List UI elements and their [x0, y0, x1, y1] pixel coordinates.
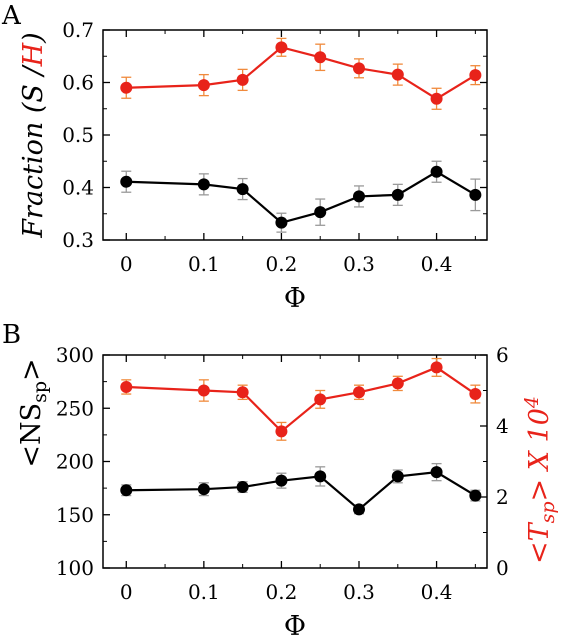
- panel-b-red-point: [430, 361, 443, 374]
- panel-b-ylabel: <NSsp>: [16, 358, 51, 467]
- panel-a-xtick-label: 0.3: [343, 252, 375, 276]
- panel-a-red-point: [197, 79, 210, 92]
- panel-b-ytick-label: 300: [56, 343, 94, 367]
- panel-a-ytick-label: 0.6: [62, 71, 94, 95]
- panel-b-black-point: [314, 470, 327, 483]
- panel-a-ytick-label: 0.3: [62, 228, 94, 252]
- panel-a-chart: 0 0.1 0.2 0.3 0.4 0.3 0.4 0.5 0.6 0.7 Φ: [62, 18, 488, 314]
- panel-b-y2label-sup: 4: [521, 396, 543, 409]
- panel-b-red-point: [314, 393, 327, 406]
- panel-a-ylabel-s: S: [18, 84, 49, 103]
- panel-a-red-point: [236, 73, 249, 86]
- panel-b-red-point: [197, 384, 210, 397]
- panel-b-red-point: [275, 425, 288, 438]
- panel-a-black-point: [391, 188, 404, 201]
- panel-b-y2tick-label: 4: [496, 414, 509, 438]
- panel-a-ytick-label: 0.7: [62, 18, 94, 42]
- panel-b-ylabel-sub: sp: [29, 381, 51, 403]
- panel-b-y2tick-label: 2: [496, 485, 509, 509]
- panel-a-ytick-label: 0.4: [62, 176, 94, 200]
- panel-b-red-point: [353, 386, 365, 399]
- panel-a-black-point: [314, 206, 327, 219]
- panel-b-y2tick-label: 0: [496, 556, 509, 580]
- panel-b-ylabel-close: >: [16, 358, 47, 381]
- panel-b-black-point: [197, 483, 210, 496]
- panel-b-ytick-label: 150: [56, 503, 94, 527]
- panel-a-xlabel: Φ: [284, 283, 306, 314]
- panel-b-chart: 0 0.1 0.2 0.3 0.4 100 150 200 250 300 0 2 4 6 Φ: [56, 343, 509, 642]
- panel-a-black-point: [275, 216, 288, 229]
- panel-a-red-line: [126, 46, 476, 101]
- panel-b-label: B: [2, 320, 21, 350]
- panel-b-red-point: [391, 377, 404, 390]
- panel-b-xtick-label: 0.1: [188, 580, 220, 604]
- panel-b-red-point: [120, 380, 133, 393]
- panel-a-black-point: [120, 175, 133, 188]
- panel-b-y2label: <Tsp> X 104: [521, 396, 559, 564]
- panel-b-red-line: [126, 366, 476, 433]
- panel-b-ytick-label: 250: [56, 396, 94, 420]
- panel-a-frame: [102, 29, 488, 241]
- panel-a-red-point: [469, 69, 482, 82]
- panel-a-black-line: [126, 170, 476, 224]
- panel-a-ylabel-suffix: ): [18, 32, 49, 44]
- panel-b-red-point: [236, 386, 249, 399]
- panel-a-black-point: [197, 178, 210, 191]
- panel-a-ylabel: Fraction (S /H): [18, 32, 49, 238]
- panel-b-black-point: [430, 466, 443, 479]
- panel-a-black-point: [430, 165, 443, 178]
- panel-a-red-point: [391, 68, 404, 81]
- panel-b-xtick-label: 0: [120, 580, 133, 604]
- panel-a-red-point: [430, 92, 443, 105]
- panel-b-y2label-sub: sp: [537, 501, 559, 523]
- panel-b-black-point: [236, 481, 249, 494]
- panel-a-ylabel-prefix: Fraction (: [18, 101, 49, 239]
- panel-a-black-point: [469, 188, 482, 201]
- panel-a-red-point: [120, 81, 133, 94]
- panel-b-y2tick-label: 6: [496, 343, 509, 367]
- panel-b-black-point: [275, 474, 288, 487]
- panel-b-red-point: [469, 388, 482, 401]
- panel-a-xtick-label: 0: [120, 252, 133, 276]
- panel-b-xtick-label: 0.4: [421, 580, 453, 604]
- panel-b-y2label-open: <T: [524, 521, 555, 564]
- panel-a-label: A: [1, 1, 22, 31]
- panel-a-black-point: [236, 183, 249, 196]
- panel-a-xtick-label: 0.4: [421, 252, 453, 276]
- panel-b-xtick-label: 0.2: [266, 580, 298, 604]
- panel-b-black-point: [391, 470, 404, 483]
- panel-a-red-point: [275, 41, 288, 54]
- panel-b-y2label-mid: > X 10: [524, 408, 555, 501]
- panel-a-ylabel-sep: /: [18, 64, 49, 85]
- panel-b-black-point: [120, 484, 133, 497]
- panel-a-xtick-label: 0.2: [266, 252, 298, 276]
- panel-b-xlabel: Φ: [284, 611, 306, 642]
- panel-b-black-point: [353, 503, 365, 516]
- panel-a-black-point: [353, 190, 365, 203]
- panel-b-ytick-label: 100: [56, 556, 94, 580]
- panel-b-ytick-label: 200: [56, 450, 94, 474]
- panel-b-frame: [102, 354, 488, 569]
- panel-a-ylabel-h: H: [18, 42, 49, 67]
- panel-a-xtick-label: 0.1: [188, 252, 220, 276]
- panel-a-red-point: [353, 62, 365, 75]
- panel-b-black-line: [126, 471, 476, 511]
- panel-b-black-point: [469, 489, 482, 502]
- panel-b-xtick-label: 0.3: [343, 580, 375, 604]
- panel-a-ytick-label: 0.5: [62, 123, 94, 147]
- panel-a-red-point: [314, 51, 327, 64]
- panel-b-ylabel-open: <NS: [16, 403, 47, 468]
